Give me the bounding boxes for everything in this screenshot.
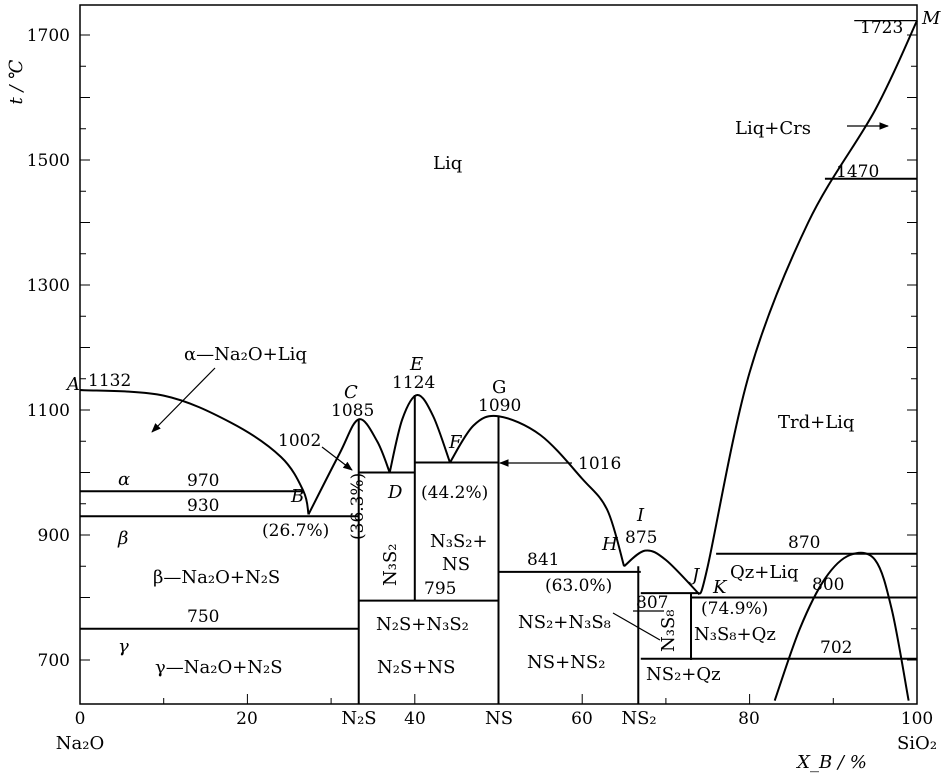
x-tick-label-100: 100 xyxy=(901,709,933,729)
leader-n3s8 xyxy=(612,612,661,641)
region-beta: β xyxy=(117,528,128,549)
point-label-H: H xyxy=(601,534,618,555)
phase-lines xyxy=(79,19,918,704)
temp-1132: 1132 xyxy=(88,371,131,391)
region-ns2-qz: NS₂+Qz xyxy=(646,664,721,685)
temp-1002: 1002 xyxy=(278,431,321,451)
region-trd-liq: Trd+Liq xyxy=(778,412,854,433)
x-axis-label: X_B / % xyxy=(795,752,867,773)
region-n3s8: N₃S₈ xyxy=(658,609,679,652)
y-tick-label-1700: 1700 xyxy=(27,26,70,46)
point-label-M: M xyxy=(921,8,941,29)
temp-1124: 1124 xyxy=(392,373,435,393)
x-tick-label-0: 0 xyxy=(75,709,86,729)
point-label-G: G xyxy=(492,377,506,398)
temp-870: 870 xyxy=(788,533,820,553)
temp-1085: 1085 xyxy=(331,401,374,421)
y-tick-label-1300: 1300 xyxy=(27,276,70,296)
x-tick-label-40: 40 xyxy=(404,709,426,729)
y-axis-label: t / ℃ xyxy=(6,60,27,105)
temp-750: 750 xyxy=(187,607,219,627)
arrow-alpha-liq xyxy=(151,367,216,433)
temp-930: 930 xyxy=(187,496,219,516)
region-n3s2-ns-line1: N₃S₂+ xyxy=(430,531,488,552)
liquidus-curve-A-B xyxy=(79,389,310,515)
x-tick-label-20: 20 xyxy=(236,709,258,729)
region-n2s-ns: N₂S+NS xyxy=(377,657,455,678)
point-label-F: F xyxy=(448,432,463,453)
temp-970: 970 xyxy=(187,471,219,491)
region-ns2-n3s8: NS₂+N₃S₈ xyxy=(518,612,611,633)
region-n3s2-ns-line2: NS xyxy=(442,554,470,575)
region-beta-na2o-n2s: β—Na₂O+N₂S xyxy=(153,567,280,588)
temp-800: 800 xyxy=(812,575,844,595)
point-label-I: I xyxy=(636,505,645,526)
composition-26-7: (26.7%) xyxy=(262,521,329,541)
temp-1470: 1470 xyxy=(836,162,879,182)
compound-label-ns2: NS₂ xyxy=(621,708,656,729)
composition-63-0: (63.0%) xyxy=(545,576,612,596)
region-qz-liq: Qz+Liq xyxy=(730,562,799,583)
arrow-1002 xyxy=(321,446,353,471)
point-label-A: A xyxy=(65,374,80,395)
right-component-label: SiO₂ xyxy=(897,733,937,754)
region-gamma: γ xyxy=(118,636,129,657)
y-tick-label-1500: 1500 xyxy=(27,151,70,171)
region-ns-ns2: NS+NS₂ xyxy=(527,652,605,673)
region-liq-crs: Liq+Crs xyxy=(735,118,811,139)
compound-label-ns: NS xyxy=(485,708,513,729)
temp-807: 807 xyxy=(636,593,668,613)
region-n3s2: N₃S₂ xyxy=(380,543,401,586)
liquidus-curve-D-E-F xyxy=(388,394,451,473)
region-alpha: α xyxy=(118,469,130,490)
region-n3s8-qz: N₃S₈+Qz xyxy=(694,624,776,645)
liquidus-curve-F-G-H xyxy=(449,414,626,567)
temp-702: 702 xyxy=(820,638,852,658)
temp-875: 875 xyxy=(625,528,657,548)
x-tick-label-60: 60 xyxy=(571,709,593,729)
arrows xyxy=(151,122,889,641)
temp-1090: 1090 xyxy=(478,396,521,416)
y-tick-label-700: 700 xyxy=(38,651,70,671)
region-n2s-n3s2: N₂S+N₃S₂ xyxy=(376,614,469,635)
left-component-label: Na₂O xyxy=(56,733,104,754)
point-label-B: B xyxy=(290,486,304,507)
composition-44-2: (44.2%) xyxy=(421,483,488,503)
temp-841: 841 xyxy=(527,550,559,570)
temp-1016: 1016 xyxy=(578,454,621,474)
composition-36-3: (36.3%) xyxy=(348,473,368,540)
temp-1723: 1723 xyxy=(860,18,903,38)
point-label-J: J xyxy=(688,565,701,586)
region-alpha-na2o-liq: α—Na₂O+Liq xyxy=(184,344,307,365)
region-liq: Liq xyxy=(433,153,462,174)
point-label-K: K xyxy=(712,577,728,598)
axis-ticks xyxy=(79,34,918,704)
temp-795: 795 xyxy=(424,579,456,599)
compound-label-n2s: N₂S xyxy=(341,708,376,729)
y-tick-label-1100: 1100 xyxy=(27,401,70,421)
composition-74-9: (74.9%) xyxy=(701,599,768,619)
point-label-D: D xyxy=(387,482,403,503)
region-gamma-na2o-n2s: γ—Na₂O+N₂S xyxy=(155,657,283,678)
y-tick-label-900: 900 xyxy=(38,526,70,546)
x-tick-label-80: 80 xyxy=(738,709,760,729)
quartz-tridymite-dome xyxy=(773,551,910,701)
liquidus-curve-J-M xyxy=(698,20,918,595)
point-label-E: E xyxy=(409,354,423,375)
liquidus-curve-H-I-J xyxy=(623,549,701,596)
point-label-C: C xyxy=(344,382,358,403)
